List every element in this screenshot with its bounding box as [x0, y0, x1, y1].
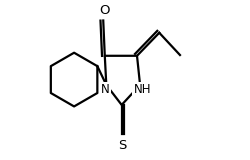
Text: S: S	[118, 139, 126, 152]
Text: NH: NH	[133, 83, 150, 96]
Text: O: O	[98, 4, 109, 17]
Text: N: N	[100, 83, 109, 96]
